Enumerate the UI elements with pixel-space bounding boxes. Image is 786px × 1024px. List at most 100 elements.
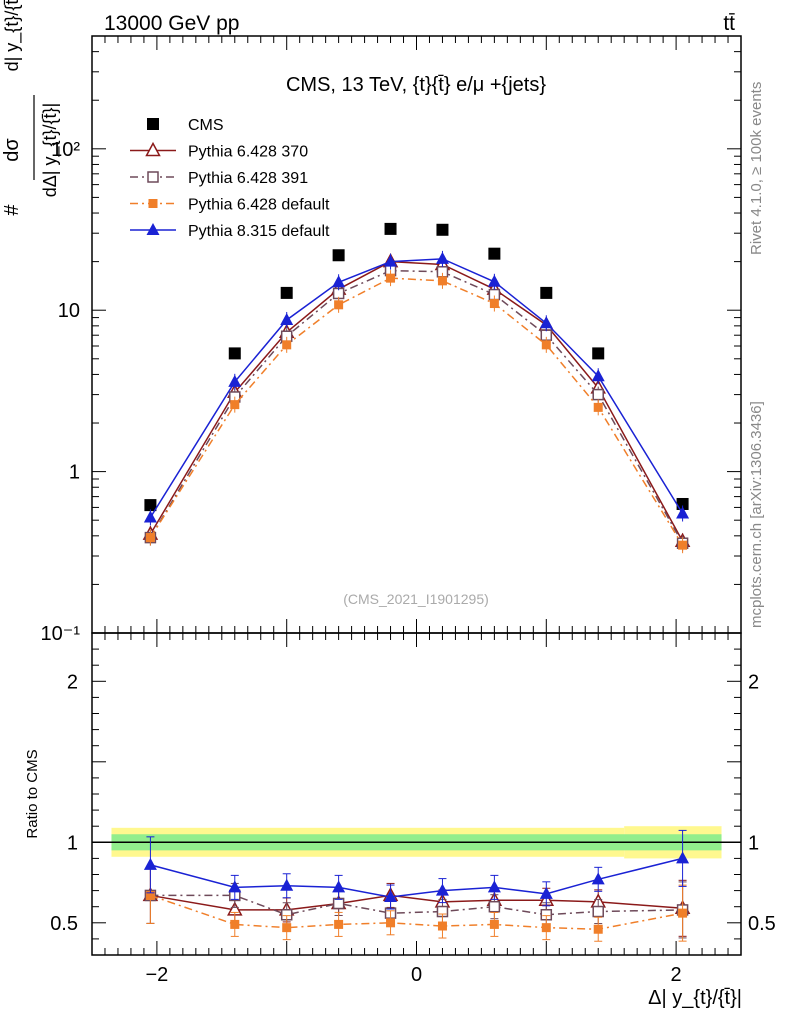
y-tick-label: 1 xyxy=(69,462,80,484)
ratio-data-point xyxy=(145,890,155,900)
legend-marker xyxy=(147,118,159,130)
analysis-id-label: (CMS_2021_I1901295) xyxy=(343,591,489,607)
legend-label: Pythia 6.428 370 xyxy=(188,144,308,161)
data-point xyxy=(332,275,346,288)
ratio-y-tick-label: 2 xyxy=(748,671,759,693)
ratio-data-point xyxy=(386,918,396,928)
ratio-series-layer xyxy=(142,829,691,942)
data-point xyxy=(541,340,551,350)
ratio-y-tick-label: 0.5 xyxy=(50,913,78,935)
data-point xyxy=(280,286,293,299)
series-line xyxy=(149,258,684,518)
legend-label: CMS xyxy=(188,117,224,134)
y-axis-label-units: d| y_{t}/{t̄} [pb] xyxy=(2,0,23,71)
ratio-data-point xyxy=(334,919,344,929)
ratio-series-line xyxy=(150,894,683,916)
y-axis-label-numerator: dσ xyxy=(1,138,23,162)
data-point xyxy=(487,274,501,287)
ratio-data-point xyxy=(487,880,501,893)
ratio-y-tick-label: 0.5 xyxy=(748,913,776,935)
ratio-data-point xyxy=(280,878,294,891)
legend-marker xyxy=(147,171,159,183)
series-line xyxy=(149,269,684,544)
y-axis-label-prefix: # xyxy=(1,204,23,216)
series-line xyxy=(149,260,684,542)
data-point xyxy=(540,286,553,299)
header-process-label: tt̄ xyxy=(723,12,735,35)
rivet-version-label: Rivet 4.1.0, ≥ 100k events xyxy=(748,82,765,255)
ratio-data-point xyxy=(228,880,242,893)
y-axis-label-denominator: dΔ| y_{t}/{t̄}| xyxy=(40,103,61,197)
ratio-y-tick-label: 2 xyxy=(67,671,78,693)
ratio-data-point xyxy=(676,851,690,864)
ratio-data-point xyxy=(489,919,499,929)
data-point xyxy=(386,273,396,283)
header-energy-label: 13000 GeV pp xyxy=(104,12,239,35)
x-tick-label: 0 xyxy=(411,964,422,986)
ratio-y-axis-label: Ratio to CMS xyxy=(24,749,41,838)
data-point xyxy=(489,299,499,309)
ratio-series-line xyxy=(150,857,683,898)
legend-label: Pythia 8.315 default xyxy=(188,223,330,240)
ratio-data-point xyxy=(678,908,688,918)
ratio-data-point xyxy=(230,919,240,929)
ratio-data-point xyxy=(282,923,292,933)
ratio-y-tick-label: 1 xyxy=(67,832,78,854)
x-tick-label: −2 xyxy=(145,964,168,986)
data-point xyxy=(282,340,292,350)
ratio-y-tick-label: 1 xyxy=(748,832,759,854)
data-point xyxy=(539,316,553,329)
data-point xyxy=(591,369,605,382)
data-point xyxy=(678,540,688,550)
ratio-panel-frame xyxy=(91,632,742,956)
y-tick-label: 10² xyxy=(51,139,80,161)
data-point xyxy=(676,497,689,510)
legend-label: Pythia 6.428 391 xyxy=(188,170,308,187)
ratio-data-point xyxy=(541,923,551,933)
ratio-data-point xyxy=(435,883,449,896)
data-point xyxy=(144,499,157,512)
data-point xyxy=(488,247,501,260)
ratio-data-point xyxy=(384,890,398,903)
data-point xyxy=(437,276,447,286)
data-point xyxy=(230,400,240,410)
data-point xyxy=(332,249,345,262)
ratio-data-point xyxy=(332,880,346,893)
data-point xyxy=(334,300,344,310)
legend-marker xyxy=(145,141,161,157)
legend-label: Pythia 6.428 default xyxy=(188,197,330,214)
legend-marker xyxy=(146,223,160,235)
series-line xyxy=(149,277,684,546)
ratio-axis-ticks: 0.5 0.5 1 1 2 2 xyxy=(50,632,776,956)
ratio-uncertainty-bands xyxy=(92,826,741,859)
y-tick-label: 10⁻¹ xyxy=(41,623,81,645)
data-point xyxy=(676,506,690,519)
ratio-data-point xyxy=(593,924,603,934)
data-point xyxy=(592,388,604,401)
ratio-data-point xyxy=(332,897,345,910)
data-point xyxy=(143,510,157,523)
ratio-data-point xyxy=(488,900,501,913)
data-point xyxy=(435,251,449,264)
data-point xyxy=(228,347,241,360)
ratio-data-point xyxy=(437,921,447,931)
ratio-data-point xyxy=(592,905,604,918)
main-series-layer xyxy=(142,222,691,554)
x-axis-label: Δ| y_{t}/{t̄}| xyxy=(648,987,742,1009)
data-point xyxy=(593,402,603,412)
ratio-data-point xyxy=(539,886,553,899)
data-point xyxy=(436,223,449,236)
x-tick-label: 2 xyxy=(671,964,682,986)
ratio-data-point xyxy=(591,872,605,885)
legend-marker xyxy=(148,199,158,208)
ratio-series-line xyxy=(150,894,683,911)
data-point xyxy=(228,374,242,387)
legend: CMS Pythia 6.428 370 Pythia 6.428 391 Pythi… xyxy=(130,117,330,240)
data-point xyxy=(592,347,605,360)
data-point xyxy=(145,533,155,543)
data-point xyxy=(384,254,398,267)
mcplots-label: mcplots.cern.ch [arXiv:1306.3436] xyxy=(748,401,765,628)
ratio-series-line xyxy=(150,894,683,930)
y-axis-label: # dσ dΔ| y_{t}/{t̄}| d| y_{t}/{t̄} [pb] xyxy=(1,0,61,216)
